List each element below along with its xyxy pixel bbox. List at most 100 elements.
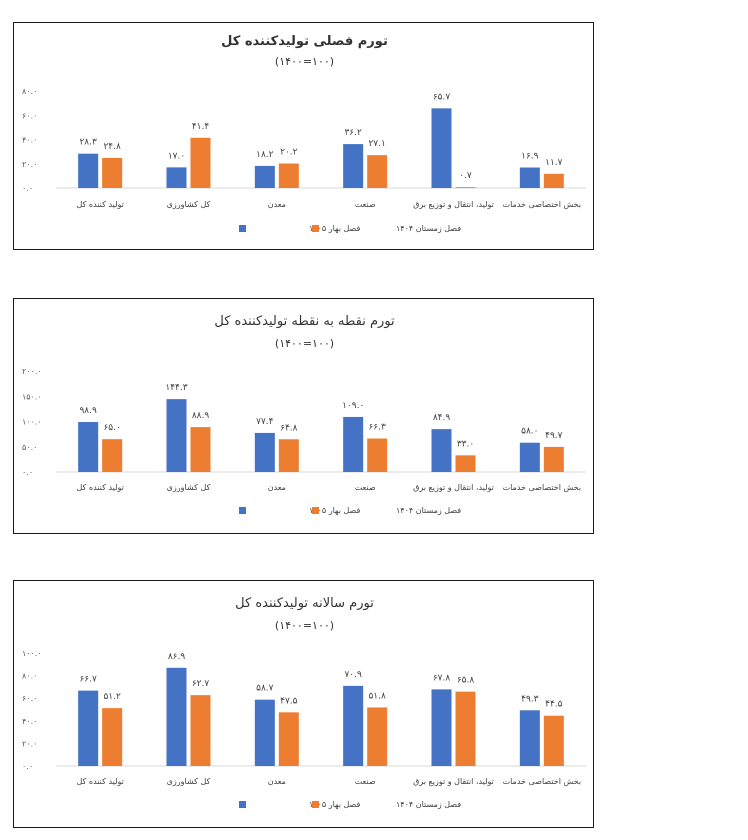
chart-subtitle: (۱۴۰۰=۱۰۰) — [275, 337, 334, 350]
bar-spring_1405 — [166, 667, 187, 766]
data-label: ۲۷.۱ — [368, 139, 385, 149]
category-label: تولید کننده کل — [76, 200, 123, 209]
y-tick-label: ۱۰۰.۰ — [22, 649, 42, 658]
data-label: ۰.۷ — [459, 171, 472, 181]
bar-spring_1405 — [431, 108, 452, 188]
data-label: ۱۸.۲ — [256, 150, 274, 160]
data-label: ۶۵.۸ — [457, 676, 475, 686]
legend-label-winter_1404: فصل زمستان ۱۴۰۴ — [396, 800, 461, 809]
bar-spring_1405 — [519, 442, 540, 472]
y-tick-label: ۸۰.۰ — [22, 672, 37, 681]
bar-spring_1405 — [519, 167, 540, 188]
data-label: ۳۳.۰ — [457, 439, 474, 449]
bar-winter_1404 — [543, 446, 564, 472]
bar-winter_1404 — [543, 173, 564, 188]
data-label: ۱۱.۷ — [545, 158, 563, 168]
chart-svg-point-to-point: تورم نقطه به نقطه تولیدکننده کل (۱۴۰۰=۱۰۰… — [22, 314, 586, 515]
data-label: ۲۴.۸ — [103, 142, 121, 152]
bar-spring_1405 — [254, 699, 275, 766]
data-label: ۶۲.۷ — [192, 679, 210, 689]
y-tick-label: ۸۰.۰ — [22, 87, 37, 96]
bar-spring_1405 — [343, 416, 364, 472]
chart-subtitle: (۱۴۰۰=۱۰۰) — [275, 619, 334, 632]
bar-winter_1404 — [455, 455, 476, 472]
bar-winter_1404 — [102, 439, 123, 472]
data-label: ۶۵.۰ — [103, 423, 120, 433]
data-label: ۲۰.۲ — [280, 148, 298, 158]
bar-spring_1405 — [166, 399, 187, 472]
bar-winter_1404 — [367, 438, 388, 472]
bar-winter_1404 — [190, 695, 211, 766]
bar-spring_1405 — [78, 690, 99, 766]
chart-title: تورم نقطه به نقطه تولیدکننده کل — [214, 314, 395, 329]
y-tick-label: ۲۰۰.۰ — [22, 367, 42, 376]
legend-label-spring_1405: فصل بهار ۱۴۰۵ — [309, 224, 360, 233]
legend-label-spring_1405: فصل بهار ۱۴۰۵ — [309, 506, 360, 515]
data-label: ۶۷.۸ — [433, 673, 451, 683]
legend-swatch-spring_1405 — [239, 225, 246, 232]
data-label: ۵۱.۸ — [368, 691, 386, 701]
bar-spring_1405 — [519, 710, 540, 766]
chart-title: تورم سالانه تولیدکننده کل — [235, 596, 374, 611]
chart-svg-annual: تورم سالانه تولیدکننده کل (۱۴۰۰=۱۰۰) ۰.۰ ۲۰… — [22, 596, 586, 809]
category-label: تولید کننده کل — [76, 483, 123, 492]
category-label: تولید، انتقال و توزیع برق — [413, 200, 494, 209]
bar-winter_1404 — [278, 712, 299, 766]
legend-swatch-spring_1405 — [239, 507, 246, 514]
bar-winter_1404 — [102, 157, 123, 188]
category-label: معدن — [268, 200, 286, 209]
chart-title: تورم فصلی تولیدکننده کل — [221, 34, 388, 49]
y-tick-label: ۲۰.۰ — [22, 739, 37, 748]
data-label: ۱۷.۰ — [168, 151, 185, 161]
legend-label-winter_1404: فصل زمستان ۱۴۰۴ — [396, 224, 461, 233]
chart-svg-quarterly: تورم فصلی تولیدکننده کل (۱۴۰۰=۱۰۰) ۰.۰ ۲۰.۰… — [22, 34, 586, 233]
y-tick-label: ۰.۰ — [22, 184, 33, 193]
data-label: ۳۶.۲ — [344, 128, 362, 138]
data-label: ۷۰.۹ — [344, 670, 362, 680]
y-tick-label: ۴۰.۰ — [22, 136, 37, 145]
category-label: صنعت — [355, 483, 376, 492]
bar-winter_1404 — [455, 691, 476, 766]
y-tick-label: ۶۰.۰ — [22, 694, 37, 703]
bar-winter_1404 — [190, 427, 211, 472]
y-tick-label: ۵۰.۰ — [22, 443, 37, 452]
data-label: ۵۱.۲ — [103, 692, 121, 702]
data-label: ۱۰۹.۰ — [342, 401, 364, 411]
category-label: صنعت — [355, 777, 376, 786]
category-label: صنعت — [355, 200, 376, 209]
data-label: ۶۶.۳ — [368, 423, 386, 433]
chart-subtitle: (۱۴۰۰=۱۰۰) — [275, 55, 334, 68]
category-label: بخش اختصاصی خدمات — [503, 483, 582, 492]
data-label: ۴۴.۵ — [545, 700, 563, 710]
category-label: کل کشاورزی — [167, 777, 211, 786]
bar-spring_1405 — [166, 167, 187, 188]
category-label: تولید، انتقال و توزیع برق — [413, 777, 494, 786]
category-label: بخش اختصاصی خدمات — [503, 777, 582, 786]
bar-winter_1404 — [367, 707, 388, 766]
bar-spring_1405 — [254, 165, 275, 188]
data-label: ۶۶.۷ — [79, 675, 97, 685]
data-label: ۹۸.۹ — [79, 406, 97, 416]
data-label: ۴۷.۵ — [280, 696, 298, 706]
data-label: ۸۸.۹ — [192, 411, 210, 421]
category-label: بخش اختصاصی خدمات — [503, 200, 582, 209]
y-tick-label: ۴۰.۰ — [22, 717, 37, 726]
category-label: کل کشاورزی — [167, 483, 211, 492]
data-label: ۱۴۴.۳ — [165, 383, 187, 393]
data-label: ۵۸.۰ — [521, 427, 538, 437]
bar-winter_1404 — [367, 155, 388, 188]
y-tick-label: ۰.۰ — [22, 468, 33, 477]
data-label: ۴۹.۳ — [521, 694, 539, 704]
bar-winter_1404 — [278, 163, 299, 188]
data-label: ۷۷.۴ — [256, 417, 274, 427]
bar-winter_1404 — [102, 708, 123, 766]
data-label: ۴۹.۷ — [545, 431, 563, 441]
category-label: معدن — [268, 483, 286, 492]
legend-swatch-spring_1405 — [239, 801, 246, 808]
bar-spring_1405 — [431, 429, 452, 472]
bar-spring_1405 — [78, 153, 99, 188]
y-tick-label: ۶۰.۰ — [22, 111, 37, 120]
category-label: معدن — [268, 777, 286, 786]
bar-spring_1405 — [431, 689, 452, 766]
data-label: ۲۸.۳ — [79, 138, 97, 148]
